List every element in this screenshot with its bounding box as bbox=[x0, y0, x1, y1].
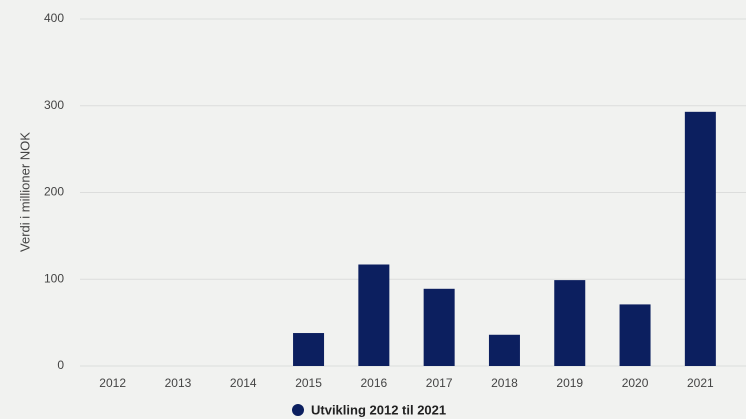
legend-label: Utvikling 2012 til 2021 bbox=[311, 402, 446, 417]
x-tick-label: 2021 bbox=[687, 376, 714, 390]
bar bbox=[423, 288, 455, 366]
y-axis-label: Verdi i millioner NOK bbox=[17, 132, 32, 252]
x-tick-label: 2020 bbox=[622, 376, 649, 390]
x-tick-label: 2014 bbox=[230, 376, 257, 390]
x-tick-label: 2015 bbox=[295, 376, 322, 390]
x-tick-label: 2018 bbox=[491, 376, 518, 390]
y-tick-label: 400 bbox=[44, 11, 64, 25]
bar bbox=[358, 264, 390, 366]
legend-marker bbox=[292, 404, 304, 416]
bar bbox=[684, 111, 716, 366]
bar bbox=[488, 334, 520, 366]
y-tick-label: 300 bbox=[44, 98, 64, 112]
x-tick-label: 2013 bbox=[165, 376, 192, 390]
x-tick-label: 2016 bbox=[360, 376, 387, 390]
x-tick-label: 2012 bbox=[99, 376, 126, 390]
x-tick-label: 2017 bbox=[426, 376, 453, 390]
bar bbox=[554, 280, 586, 366]
bar bbox=[619, 304, 651, 366]
bar bbox=[293, 333, 325, 366]
x-tick-label: 2019 bbox=[556, 376, 583, 390]
y-tick-label: 200 bbox=[44, 185, 64, 199]
y-tick-label: 100 bbox=[44, 271, 64, 285]
y-tick-label: 0 bbox=[57, 358, 64, 372]
